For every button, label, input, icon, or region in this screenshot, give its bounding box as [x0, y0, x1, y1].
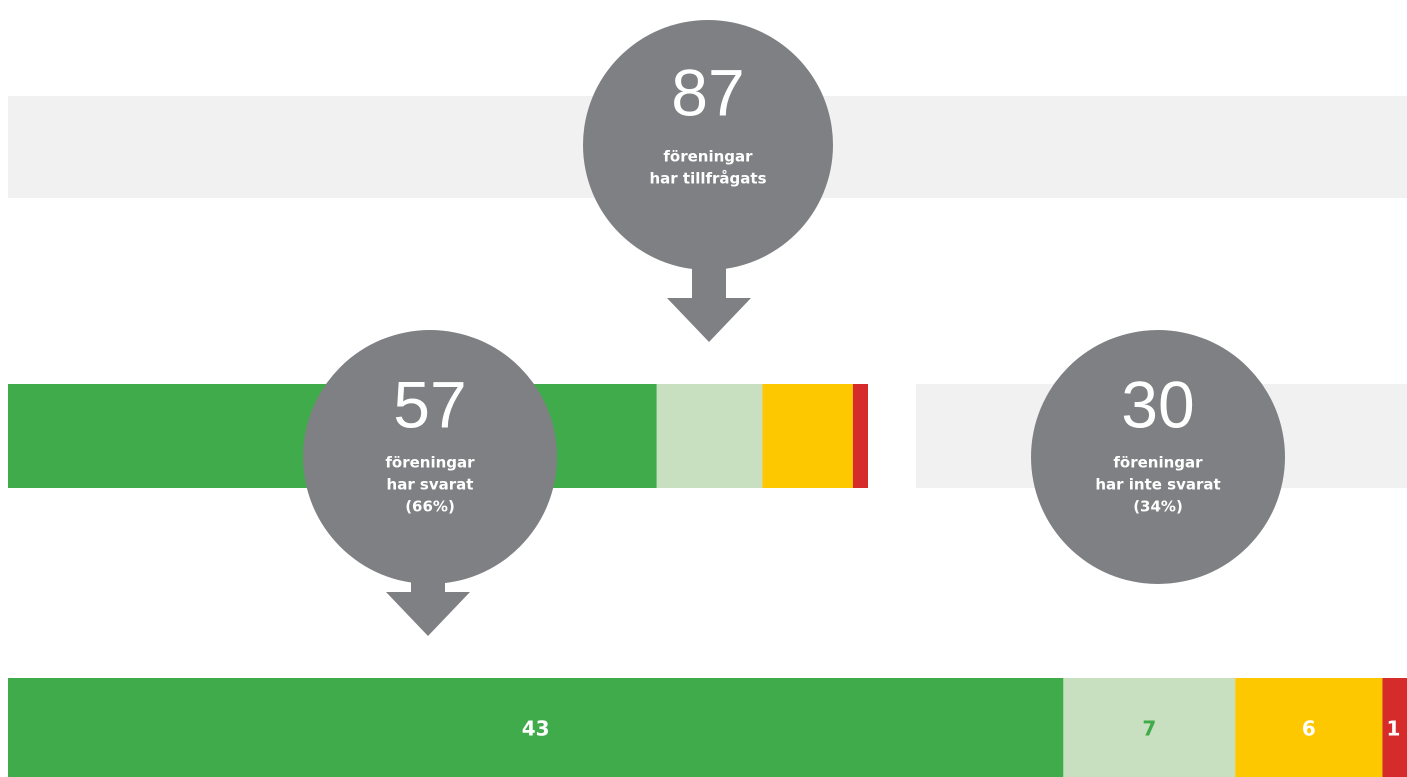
answer-segment: [656, 384, 763, 488]
result-segment: [1063, 678, 1236, 777]
circle-number: 57: [393, 367, 466, 441]
circle-text: föreningar: [663, 148, 753, 166]
segment-label: 6: [1302, 717, 1316, 741]
circle-number: 87: [671, 55, 744, 129]
circle-text: har svarat: [387, 476, 474, 494]
segment-label: 1: [1386, 717, 1400, 741]
circle-text: (66%): [405, 498, 455, 516]
circle-text: föreningar: [385, 454, 475, 472]
answer-segment: [852, 384, 868, 488]
segment-label: 7: [1142, 717, 1156, 741]
circle: [583, 20, 833, 270]
circle: [303, 330, 557, 584]
result-segment: [1235, 678, 1383, 777]
arrow: [386, 560, 470, 636]
circle-text: har tillfrågats: [649, 170, 766, 188]
arrow: [667, 262, 751, 342]
result-segment: [1382, 678, 1407, 777]
circle-text: (34%): [1133, 498, 1183, 516]
circle-text: har inte svarat: [1095, 476, 1220, 494]
circle-text: föreningar: [1113, 454, 1203, 472]
segment-label: 43: [522, 717, 550, 741]
circle: [1031, 330, 1285, 584]
circle-number: 30: [1121, 367, 1194, 441]
answer-segment: [762, 384, 853, 488]
result-segment: [8, 678, 1064, 777]
